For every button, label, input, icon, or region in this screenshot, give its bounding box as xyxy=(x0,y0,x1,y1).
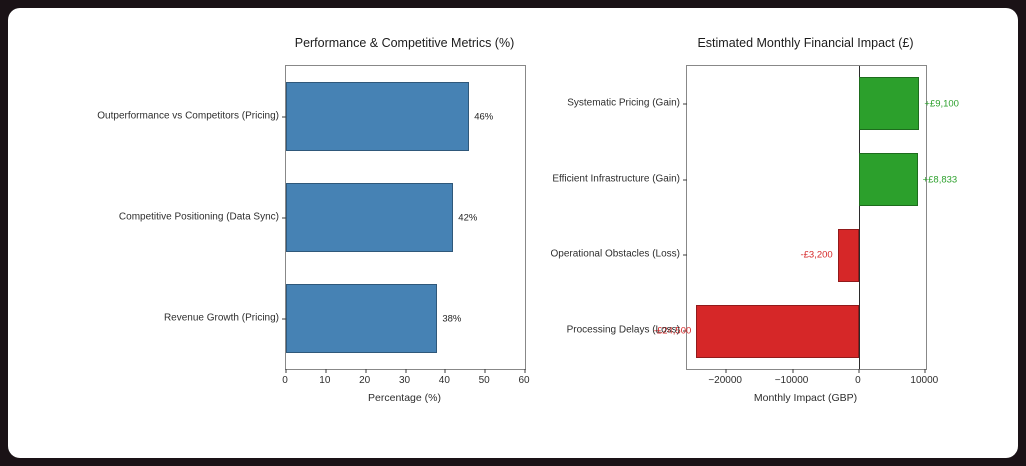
category-label-operational-obstacles-loss: Operational Obstacles (Loss) xyxy=(550,248,680,260)
y-tick-mark xyxy=(282,318,286,319)
figure-canvas: Performance & Competitive Metrics (%) 46… xyxy=(8,8,1018,458)
bar-efficient-infrastructure-gain xyxy=(858,153,918,207)
value-label-outperformance-vs-competitors-pricing: 46% xyxy=(474,111,494,122)
category-label-processing-delays-loss: Processing Delays (Loss) xyxy=(566,324,680,336)
x-tick-label: 0 xyxy=(855,375,861,386)
bar-competitive-positioning-data-sync xyxy=(286,183,454,252)
category-label-outperformance-vs-competitors-pricing: Outperformance vs Competitors (Pricing) xyxy=(97,110,279,121)
x-tick-label: 50 xyxy=(478,375,490,386)
x-tick-mark xyxy=(484,369,486,373)
y-tick-mark xyxy=(683,330,687,332)
x-tick-label: −20000 xyxy=(708,375,742,386)
bar-outperformance-vs-competitors-pricing xyxy=(286,82,470,151)
x-tick-mark xyxy=(444,369,446,373)
x-tick-label: 30 xyxy=(398,375,411,386)
x-tick-mark xyxy=(405,369,406,373)
value-label-competitive-positioning-data-sync: 42% xyxy=(458,212,478,223)
x-tick-label: 10000 xyxy=(910,375,939,386)
zero-line xyxy=(858,66,861,369)
x-tick-mark xyxy=(858,369,860,373)
chart-title: Estimated Monthly Financial Impact (£) xyxy=(697,36,914,50)
x-tick-mark xyxy=(524,369,526,373)
x-tick-label: 0 xyxy=(282,375,288,386)
plot-area: +£9,100 +£8,833 -£3,200 -£24,500 xyxy=(654,65,959,373)
x-tick-mark xyxy=(285,369,287,373)
plot-area: 46% 42% 38% xyxy=(282,65,526,373)
category-label-systematic-pricing-gain: Systematic Pricing (Gain) xyxy=(567,97,680,109)
chart-performance-metrics: Performance & Competitive Metrics (%) 46… xyxy=(8,8,548,458)
bar-revenue-growth-pricing xyxy=(286,284,438,353)
x-axis-label: Monthly Impact (GBP) xyxy=(753,392,858,404)
bar-processing-delays-loss xyxy=(696,304,859,358)
y-tick-mark xyxy=(683,254,687,256)
value-label-systematic-pricing-gain: +£9,100 xyxy=(924,98,959,110)
x-tick-label: −10000 xyxy=(774,375,809,386)
category-label-competitive-positioning-data-sync: Competitive Positioning (Data Sync) xyxy=(118,211,279,222)
category-label-revenue-growth-pricing: Revenue Growth (Pricing) xyxy=(163,312,279,323)
value-label-efficient-infrastructure-gain: +£8,833 xyxy=(922,174,958,186)
x-tick-label: 60 xyxy=(518,375,530,386)
value-label-operational-obstacles-loss: -£3,200 xyxy=(800,249,833,261)
y-tick-mark xyxy=(683,103,687,105)
x-tick-label: 20 xyxy=(359,375,371,386)
x-tick-label: 40 xyxy=(438,375,450,386)
y-tick-mark xyxy=(683,179,687,181)
x-tick-mark xyxy=(325,369,327,373)
x-tick-label: 10 xyxy=(319,375,331,386)
chart-title: Performance & Competitive Metrics (%) xyxy=(294,36,515,50)
x-tick-mark xyxy=(725,369,727,373)
x-axis-label: Percentage (%) xyxy=(368,392,441,404)
y-tick-mark xyxy=(282,217,286,218)
chart-financial-impact: Estimated Monthly Financial Impact (£) +… xyxy=(536,8,1018,458)
y-tick-mark xyxy=(282,116,286,117)
value-label-processing-delays-loss: -£24,500 xyxy=(653,325,692,337)
x-tick-mark xyxy=(365,369,367,373)
category-label-efficient-infrastructure-gain: Efficient Infrastructure (Gain) xyxy=(552,173,680,185)
value-label-revenue-growth-pricing: 38% xyxy=(442,313,462,324)
bar-systematic-pricing-gain xyxy=(858,77,920,131)
bar-operational-obstacles-loss xyxy=(837,228,859,282)
x-tick-mark xyxy=(792,369,794,373)
x-tick-mark xyxy=(924,369,926,373)
